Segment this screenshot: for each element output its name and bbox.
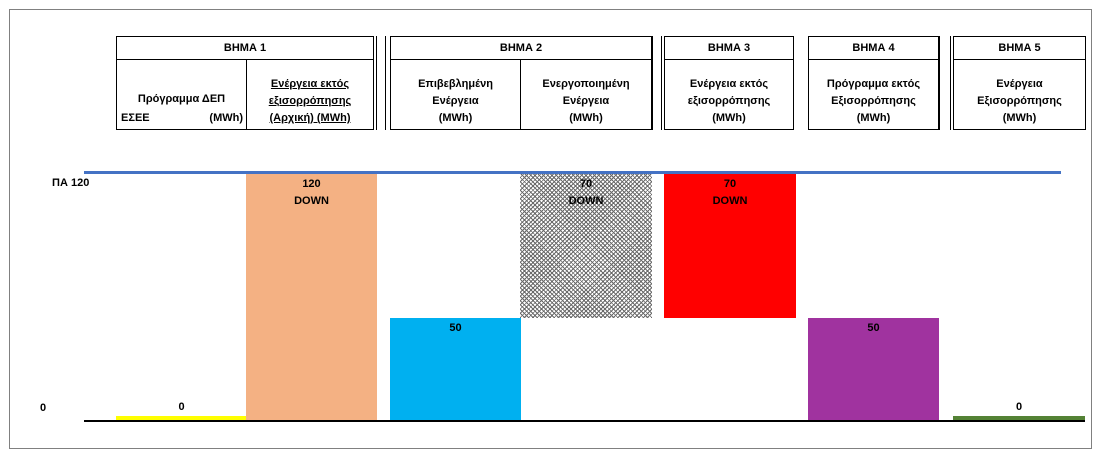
bar-4-value-label: 70 DOWN	[568, 178, 604, 207]
column-header-dep-program: Πρόγραμμα ΔΕΠ ΕΣΕΕ (MWh)	[116, 59, 247, 130]
column-header-title: Πρόγραμμα εκτός Εξισορρόπησης (MWh)	[826, 78, 921, 124]
column-header-title: Πρόγραμμα ΔΕΠ	[137, 93, 226, 105]
bar-1	[116, 416, 247, 421]
column-header-imposed-energy: Επιβεβλημένη Ενέργεια (MWh)	[390, 59, 521, 130]
step-4-header: ΒΗΜΑ 4	[808, 36, 939, 60]
column-header-activated-energy: Ενεργοποιημένη Ενέργεια (MWh)	[520, 59, 652, 130]
step-separator	[939, 36, 951, 130]
bar-5	[664, 174, 796, 319]
bar-5-value-label: 70 DOWN	[712, 178, 748, 207]
header-table: ΒΗΜΑ 1 ΒΗΜΑ 2 ΒΗΜΑ 3 ΒΗΜΑ 4 ΒΗΜΑ 5 Πρόγρ…	[116, 36, 1086, 130]
bar-4	[520, 174, 652, 319]
column-header-unit: (MWh)	[209, 112, 243, 124]
column-header-title: Ενεργοποιημένη Ενέργεια (MWh)	[542, 78, 630, 124]
zero-baseline	[84, 420, 1085, 422]
bar-3-value-label: 50	[449, 322, 462, 335]
step-2-header: ΒΗΜΑ 2	[390, 36, 652, 60]
step-1-header: ΒΗΜΑ 1	[116, 36, 374, 60]
column-header-title: Ενέργεια εκτός εξισορρόπησης (MWh)	[687, 78, 771, 124]
y-reference-value: 120	[70, 177, 90, 189]
step-5-header: ΒΗΜΑ 5	[953, 36, 1086, 60]
y-reference-label: ΠΑ 120	[52, 177, 89, 189]
column-header-abbr: ΕΣΕΕ	[121, 112, 150, 124]
step-3-header: ΒΗΜΑ 3	[664, 36, 794, 60]
y-tick-label-0: 0	[40, 402, 47, 414]
column-header-initial-imbalance: Ενέργεια εκτός εξισορρόπησης (Αρχική) (M…	[246, 59, 374, 130]
bar-2-value-label: 120 DOWN	[294, 178, 329, 207]
bar-6-value-label: 50	[867, 322, 880, 335]
column-header-off-balance-program: Πρόγραμμα εκτός Εξισορρόπησης (MWh)	[808, 59, 939, 130]
bar-7	[953, 416, 1085, 421]
bar-2	[246, 174, 377, 421]
column-header-title: Ενέργεια εκτός εξισορρόπησης (Αρχική) (M…	[268, 78, 352, 124]
column-header-title: Ενέργεια Εξισορρόπησης (MWh)	[977, 78, 1062, 124]
column-header-imbalance-energy: Ενέργεια εκτός εξισορρόπησης (MWh)	[664, 59, 794, 130]
column-header-balancing-energy: Ενέργεια Εξισορρόπησης (MWh)	[953, 59, 1086, 130]
step-separator	[376, 36, 386, 130]
y-reference-name: ΠΑ	[52, 177, 68, 189]
bar-6	[808, 318, 939, 421]
bar-3	[390, 318, 521, 421]
capacity-reference-line	[84, 171, 1061, 174]
step-separator	[652, 36, 662, 130]
column-header-title: Επιβεβλημένη Ενέργεια (MWh)	[418, 78, 493, 124]
bar-7-value-label: 0	[1015, 401, 1023, 413]
chart-frame	[9, 9, 1092, 449]
bar-1-value-label: 0	[178, 401, 185, 413]
